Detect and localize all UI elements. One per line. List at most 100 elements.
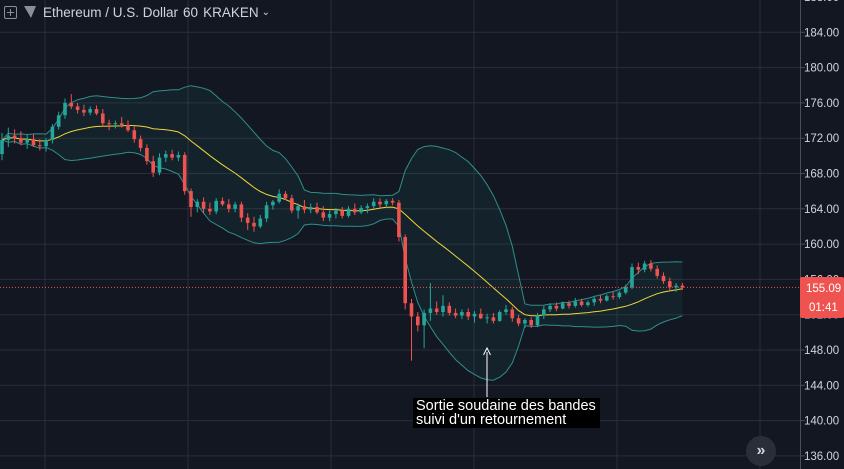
price-tick-label: 184.00 xyxy=(804,27,839,39)
candle-body xyxy=(567,303,571,306)
chevron-down-icon[interactable]: ⌄ xyxy=(261,6,270,18)
candle xyxy=(151,155,155,178)
candle xyxy=(460,309,464,320)
candle-body xyxy=(460,312,464,316)
candle xyxy=(403,234,407,310)
exchange-label[interactable]: KRAKEN xyxy=(203,4,259,20)
candle xyxy=(56,111,61,130)
candle-body xyxy=(535,315,540,326)
candle xyxy=(529,317,533,328)
candle xyxy=(592,297,596,306)
candle-body xyxy=(63,102,67,116)
symbol-header[interactable]: Ethereum / U.S. Dollar 60 KRAKEN ⌄ xyxy=(4,2,270,22)
candle xyxy=(623,284,628,295)
candle xyxy=(138,135,143,152)
candle xyxy=(598,295,603,304)
candle-body xyxy=(346,208,351,216)
candle-body xyxy=(277,193,281,202)
candle-body xyxy=(453,312,458,316)
candle xyxy=(346,206,351,218)
candle-body xyxy=(258,218,263,227)
price-axis[interactable]: 188.00 184.00 180.00 176.00 172.00 168.00 164.… xyxy=(800,0,839,469)
candle xyxy=(258,214,263,229)
candle xyxy=(497,310,502,322)
candle-body xyxy=(321,212,326,218)
candle xyxy=(548,303,552,313)
candle xyxy=(365,203,370,214)
candle xyxy=(119,117,124,128)
candle-body xyxy=(69,102,74,107)
candle-body xyxy=(296,206,300,211)
candle xyxy=(661,272,666,284)
candle xyxy=(195,199,200,213)
candle xyxy=(321,206,326,222)
bollinger-lower-band xyxy=(1,139,683,381)
candle-body xyxy=(485,317,489,319)
price-tick-label: 144.00 xyxy=(804,380,839,392)
candle-body xyxy=(573,301,578,306)
candle-body xyxy=(0,139,4,155)
candle-body xyxy=(390,200,395,203)
candle xyxy=(145,144,149,165)
candle xyxy=(50,124,55,144)
candle xyxy=(107,119,111,131)
candle-body xyxy=(195,201,200,208)
candle xyxy=(157,153,162,176)
candle xyxy=(453,308,458,319)
candle xyxy=(170,149,174,161)
candle-body xyxy=(384,200,389,205)
candle-body xyxy=(674,285,678,288)
candle xyxy=(315,202,319,215)
candle-body xyxy=(441,305,445,313)
candle-body xyxy=(290,198,294,211)
candle-body xyxy=(208,208,212,212)
candle xyxy=(12,129,17,144)
symbol-name[interactable]: Ethereum / U.S. Dollar xyxy=(43,4,179,20)
candle xyxy=(554,302,559,312)
candle-body xyxy=(107,123,111,125)
double-chevron-right-icon[interactable]: » xyxy=(746,436,776,466)
add-symbol-icon[interactable] xyxy=(4,5,17,19)
interval-label[interactable]: 60 xyxy=(183,4,199,20)
candle xyxy=(176,151,181,162)
candle xyxy=(164,150,168,163)
candle-body xyxy=(617,292,622,298)
candle-body xyxy=(434,308,439,313)
candle xyxy=(416,312,420,332)
candle xyxy=(252,216,256,232)
candle-body xyxy=(119,123,124,125)
candle-body xyxy=(529,319,533,326)
candle-body xyxy=(554,305,559,309)
last-price-badge: 155.09 01:41 xyxy=(800,277,844,318)
candle-body xyxy=(132,130,137,140)
candle-body xyxy=(598,298,603,301)
candle-body xyxy=(50,126,55,140)
candle-body xyxy=(38,145,42,147)
candle xyxy=(560,301,565,310)
candle xyxy=(422,309,426,349)
price-tick-label: 188.00 xyxy=(804,0,839,4)
candle xyxy=(378,198,382,208)
candle xyxy=(308,203,313,214)
candle xyxy=(586,300,590,307)
candle-body xyxy=(88,109,92,113)
candle xyxy=(63,98,67,119)
candle xyxy=(428,282,433,321)
candle-body xyxy=(579,301,584,305)
candle-body xyxy=(315,207,319,213)
candle-body xyxy=(397,202,401,238)
candle xyxy=(573,297,578,308)
price-tick-label: 164.00 xyxy=(804,204,839,216)
candle xyxy=(491,312,496,324)
candle-body xyxy=(649,263,653,269)
candle-body xyxy=(371,201,376,207)
candle xyxy=(88,106,92,116)
candle xyxy=(38,139,42,151)
candle-body xyxy=(327,214,332,218)
candle-body xyxy=(655,268,659,276)
candle xyxy=(44,138,48,152)
candle-body xyxy=(31,139,36,146)
candle-body xyxy=(75,106,80,110)
candle-body xyxy=(101,113,105,124)
